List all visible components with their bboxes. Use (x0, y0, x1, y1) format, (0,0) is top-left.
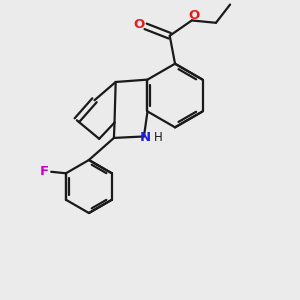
Text: F: F (40, 165, 49, 178)
Text: O: O (134, 18, 145, 32)
Text: O: O (188, 9, 199, 22)
Text: H: H (154, 131, 163, 144)
Text: N: N (139, 131, 150, 144)
